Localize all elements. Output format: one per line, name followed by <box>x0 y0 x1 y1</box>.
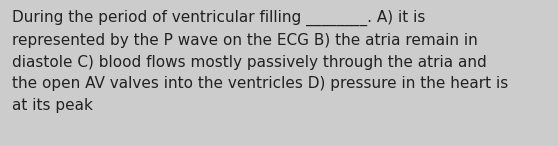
Text: During the period of ventricular filling ________. A) it is
represented by the P: During the period of ventricular filling… <box>12 10 508 113</box>
